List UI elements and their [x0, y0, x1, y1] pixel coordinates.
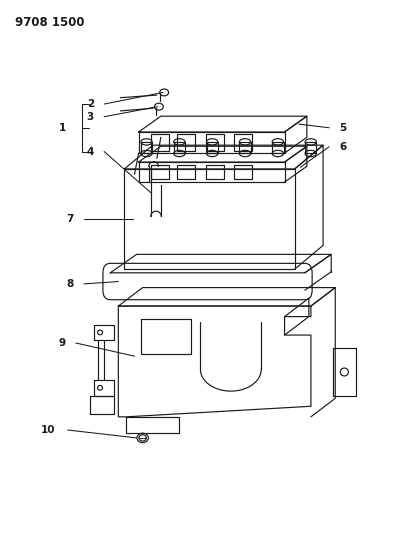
Bar: [177, 134, 195, 151]
Text: 5: 5: [339, 123, 346, 133]
Text: 1: 1: [58, 123, 66, 133]
Bar: [177, 165, 195, 180]
Text: 9708 1500: 9708 1500: [15, 16, 84, 29]
Text: 8: 8: [67, 279, 74, 289]
Text: 7: 7: [66, 214, 74, 224]
Bar: [272, 142, 284, 154]
Bar: [151, 134, 169, 151]
Text: 3: 3: [87, 112, 94, 122]
Bar: [234, 134, 252, 151]
Bar: [151, 165, 169, 180]
Text: 6: 6: [339, 142, 346, 152]
Bar: [206, 142, 218, 154]
Text: 9: 9: [58, 338, 66, 348]
Bar: [141, 142, 152, 154]
Bar: [305, 142, 316, 154]
Bar: [206, 134, 224, 151]
Text: 4: 4: [87, 147, 94, 157]
Text: 2: 2: [87, 99, 94, 109]
Bar: [239, 142, 251, 154]
Text: 10: 10: [41, 425, 55, 435]
Bar: [234, 165, 252, 180]
Bar: [174, 142, 185, 154]
Bar: [206, 165, 224, 180]
